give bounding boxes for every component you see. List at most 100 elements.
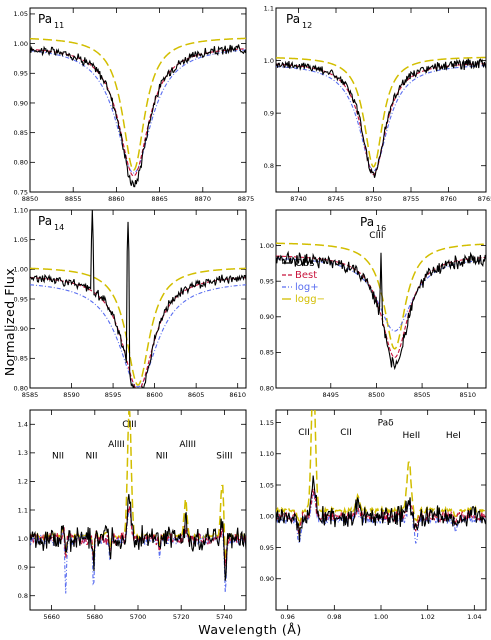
panel-label-sub: 14 bbox=[54, 223, 64, 232]
series-obs bbox=[30, 494, 246, 581]
panel-p3: 8585 8590 8595 8600 8605 8610 0.80 0.85 0.90 0.95… bbox=[14, 206, 247, 399]
series-obs bbox=[276, 475, 486, 542]
y-tick-label: 0.95 bbox=[260, 544, 274, 552]
line-annotation: Paδ bbox=[378, 419, 395, 429]
y-tick-label: 0.80 bbox=[14, 384, 28, 392]
line-annotation: HeI bbox=[446, 431, 461, 441]
panel-p5: 5660 5680 5700 5720 5740 0.8 0.9 1.0 1.1 1.2 1.3 1.… bbox=[18, 409, 247, 621]
y-tick-label: 0.9 bbox=[264, 109, 274, 117]
line-annotation: HeII bbox=[403, 431, 421, 441]
x-tick-label: 0.98 bbox=[327, 613, 341, 621]
plot-area bbox=[276, 242, 486, 371]
x-tick-label: 8605 bbox=[188, 391, 205, 399]
y-tick-label: 0.85 bbox=[14, 355, 28, 363]
series-logplus bbox=[276, 490, 486, 544]
x-tick-label: 5660 bbox=[43, 613, 60, 621]
series-best bbox=[30, 277, 246, 388]
y-tick-label: 1.10 bbox=[14, 206, 28, 214]
x-tick-label: 8495 bbox=[323, 391, 340, 399]
y-tick-label: 0.8 bbox=[264, 162, 274, 170]
y-tick-label: 1.05 bbox=[14, 236, 28, 244]
legend-entry: log+ bbox=[295, 282, 319, 293]
line-annotation: CIII bbox=[122, 420, 136, 430]
x-tick-label: 8500 bbox=[368, 391, 385, 399]
panel-label: Pa bbox=[286, 12, 300, 26]
legend-entry: logg− bbox=[295, 294, 325, 305]
y-tick-label: 1.1 bbox=[264, 4, 274, 12]
panel-frame bbox=[29, 7, 247, 193]
panels-group: 8850 8855 8860 8865 8870 88750.750.800.850.90… bbox=[14, 4, 491, 621]
line-annotation: AlIII bbox=[108, 440, 125, 450]
panel-frame bbox=[275, 209, 487, 389]
x-tick-label: 5740 bbox=[216, 613, 233, 621]
x-tick-label: 8875 bbox=[238, 195, 255, 203]
y-tick-label: 1.00 bbox=[260, 242, 274, 250]
panel-label: Pa bbox=[38, 214, 52, 228]
series-obs bbox=[30, 44, 246, 188]
panel-label-sub: 12 bbox=[302, 21, 312, 30]
y-tick-label: 0.8 bbox=[18, 592, 28, 600]
series-best bbox=[276, 63, 486, 176]
y-tick-label: 1.05 bbox=[260, 481, 274, 489]
x-axis-label: Wavelength (Å) bbox=[198, 622, 301, 637]
plot-area bbox=[276, 56, 486, 178]
y-tick-label: 0.90 bbox=[14, 325, 28, 333]
line-annotation: AlIII bbox=[179, 440, 196, 450]
series-loggminus bbox=[30, 267, 246, 386]
plot-area bbox=[276, 410, 486, 544]
x-tick-label: 1.02 bbox=[420, 613, 434, 621]
x-tick-label: 8740 bbox=[290, 195, 307, 203]
x-tick-label: 8870 bbox=[195, 195, 212, 203]
line-annotation: CIII bbox=[369, 231, 383, 241]
y-tick-label: 1.00 bbox=[14, 266, 28, 274]
y-tick-label: 1.15 bbox=[260, 419, 274, 427]
y-tick-label: 1.3 bbox=[18, 449, 28, 457]
series-logplus bbox=[276, 65, 486, 172]
line-annotation: NII bbox=[156, 452, 168, 462]
series-loggminus bbox=[276, 56, 486, 168]
line-annotation: CII bbox=[340, 428, 352, 438]
x-tick-label: 8855 bbox=[65, 195, 82, 203]
x-tick-label: 8750 bbox=[365, 195, 382, 203]
series-loggminus bbox=[30, 410, 246, 561]
series-loggminus bbox=[30, 37, 246, 171]
x-tick-label: 8590 bbox=[63, 391, 80, 399]
panel-label: Pa bbox=[360, 215, 374, 229]
panel-label-sub: 16 bbox=[376, 224, 386, 233]
y-tick-label: 0.85 bbox=[260, 349, 274, 357]
series-loggminus bbox=[276, 410, 486, 526]
legend-entry: Obs bbox=[295, 258, 314, 269]
line-annotation: NII bbox=[86, 452, 98, 462]
y-tick-label: 0.80 bbox=[260, 384, 274, 392]
x-tick-label: 8505 bbox=[414, 391, 431, 399]
x-tick-label: 8865 bbox=[151, 195, 168, 203]
x-tick-label: 8510 bbox=[459, 391, 476, 399]
y-tick-label: 1.4 bbox=[18, 421, 28, 429]
x-tick-label: 5680 bbox=[87, 613, 104, 621]
x-tick-label: 8760 bbox=[440, 195, 457, 203]
x-tick-label: 8585 bbox=[22, 391, 39, 399]
y-tick-label: 1.2 bbox=[18, 478, 28, 486]
y-tick-label: 0.85 bbox=[14, 129, 28, 137]
y-tick-label: 1.10 bbox=[260, 450, 274, 458]
y-tick-label: 1.1 bbox=[18, 506, 28, 514]
x-tick-label: 1.04 bbox=[467, 613, 481, 621]
x-tick-label: 8745 bbox=[328, 195, 345, 203]
x-tick-label: 1.00 bbox=[374, 613, 388, 621]
x-tick-label: 5700 bbox=[130, 613, 147, 621]
panel-frame bbox=[275, 7, 487, 193]
y-tick-label: 1.00 bbox=[14, 40, 28, 48]
panel-p6: 0.96 0.98 1.00 1.02 1.04 0.90 0.95 1.00 1.05 1.10… bbox=[260, 409, 487, 621]
x-tick-label: 8850 bbox=[22, 195, 39, 203]
line-annotation: NII bbox=[52, 452, 64, 462]
y-tick-label: 1.0 bbox=[18, 535, 28, 543]
plot-area bbox=[30, 410, 246, 594]
series-obs bbox=[276, 250, 486, 371]
x-tick-label: 5720 bbox=[173, 613, 190, 621]
y-tick-label: 1.0 bbox=[264, 57, 274, 65]
y-tick-label: 1.05 bbox=[14, 10, 28, 18]
panel-frame bbox=[29, 409, 247, 611]
x-tick-label: 8860 bbox=[108, 195, 125, 203]
